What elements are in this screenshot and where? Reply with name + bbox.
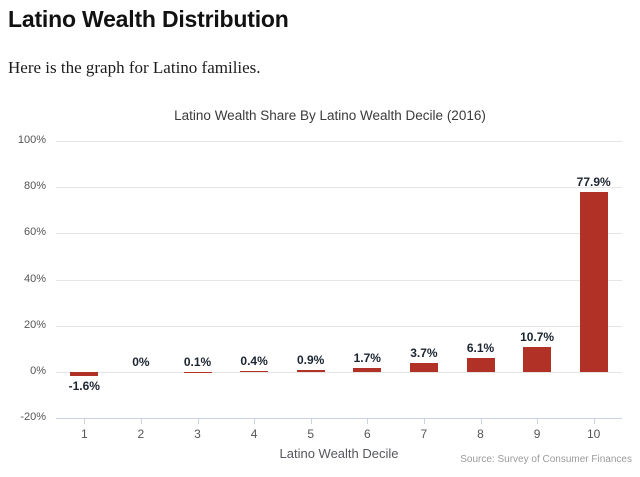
gridline [56, 325, 622, 327]
x-tick-label: 7 [420, 427, 428, 441]
bar-decile-9 [523, 347, 552, 372]
bar-value-label: 0.4% [240, 353, 268, 368]
x-tick-label: 10 [587, 427, 601, 441]
x-tick-label: 8 [477, 427, 484, 441]
gridline [56, 141, 622, 142]
x-tick [367, 419, 369, 424]
bar-decile-4 [240, 370, 269, 372]
bar-value-label: 3.7% [410, 346, 438, 361]
gridline [56, 371, 622, 373]
bar-decile-8 [466, 357, 495, 372]
x-tick-label: 6 [363, 427, 371, 441]
plot-area: 100% 80% 60% 40% 20% 0% -20% -1.6% 1 0% 2 0.1% 3 0.4%… [0, 100, 640, 477]
bar-value-label: 0% [132, 354, 150, 369]
x-axis-title: Latino Wealth Decile [279, 446, 399, 461]
bar-value-label: 1.7% [353, 350, 381, 365]
bar-value-label: 0.1% [183, 354, 212, 369]
x-tick [310, 419, 312, 424]
x-tick [197, 419, 199, 424]
y-tick-label: 0% [30, 364, 46, 377]
gridline [56, 187, 622, 189]
x-tick [84, 419, 86, 424]
page-title: Latino Wealth Distribution [8, 6, 289, 32]
bar-decile-7 [409, 363, 438, 372]
x-tick [537, 419, 539, 424]
y-tick-label: -20% [20, 411, 46, 423]
x-tick-label: 3 [194, 427, 201, 441]
x-tick [480, 419, 482, 424]
x-tick [423, 419, 425, 424]
y-tick-label: 20% [23, 318, 46, 331]
y-tick-label: 40% [23, 272, 46, 285]
bar-value-label: 10.7% [520, 330, 555, 345]
x-tick [593, 419, 595, 424]
y-tick-label: 100% [17, 134, 46, 146]
y-tick-label: 80% [23, 180, 46, 193]
bar-decile-10 [579, 192, 608, 372]
bar-decile-6 [353, 367, 382, 372]
bar-decile-1 [70, 371, 99, 376]
x-tick [140, 419, 142, 424]
x-tick-label: 2 [137, 427, 145, 441]
y-tick-label: 60% [23, 226, 46, 239]
x-tick [254, 419, 256, 424]
x-tick-label: 5 [307, 427, 315, 441]
bar-value-label: -1.6% [68, 378, 100, 393]
x-tick-label: 4 [250, 427, 258, 441]
wealth-bar-chart: Latino Wealth Share By Latino Wealth Dec… [0, 100, 640, 477]
bar-value-label: 6.1% [466, 340, 495, 355]
bar-decile-5 [296, 369, 325, 372]
bar-value-label: 77.9% [576, 175, 611, 189]
source-note: Source: Survey of Consumer Finances [460, 454, 632, 465]
x-tick-label: 1 [80, 427, 88, 441]
gridline [56, 233, 622, 235]
bar-value-label: 0.9% [297, 352, 325, 367]
intro-text: Here is the graph for Latino families. [8, 58, 261, 77]
chart-title: Latino Wealth Share By Latino Wealth Dec… [174, 108, 486, 123]
x-tick-label: 9 [533, 427, 541, 441]
gridline [56, 279, 622, 281]
x-axis-line [56, 418, 622, 419]
